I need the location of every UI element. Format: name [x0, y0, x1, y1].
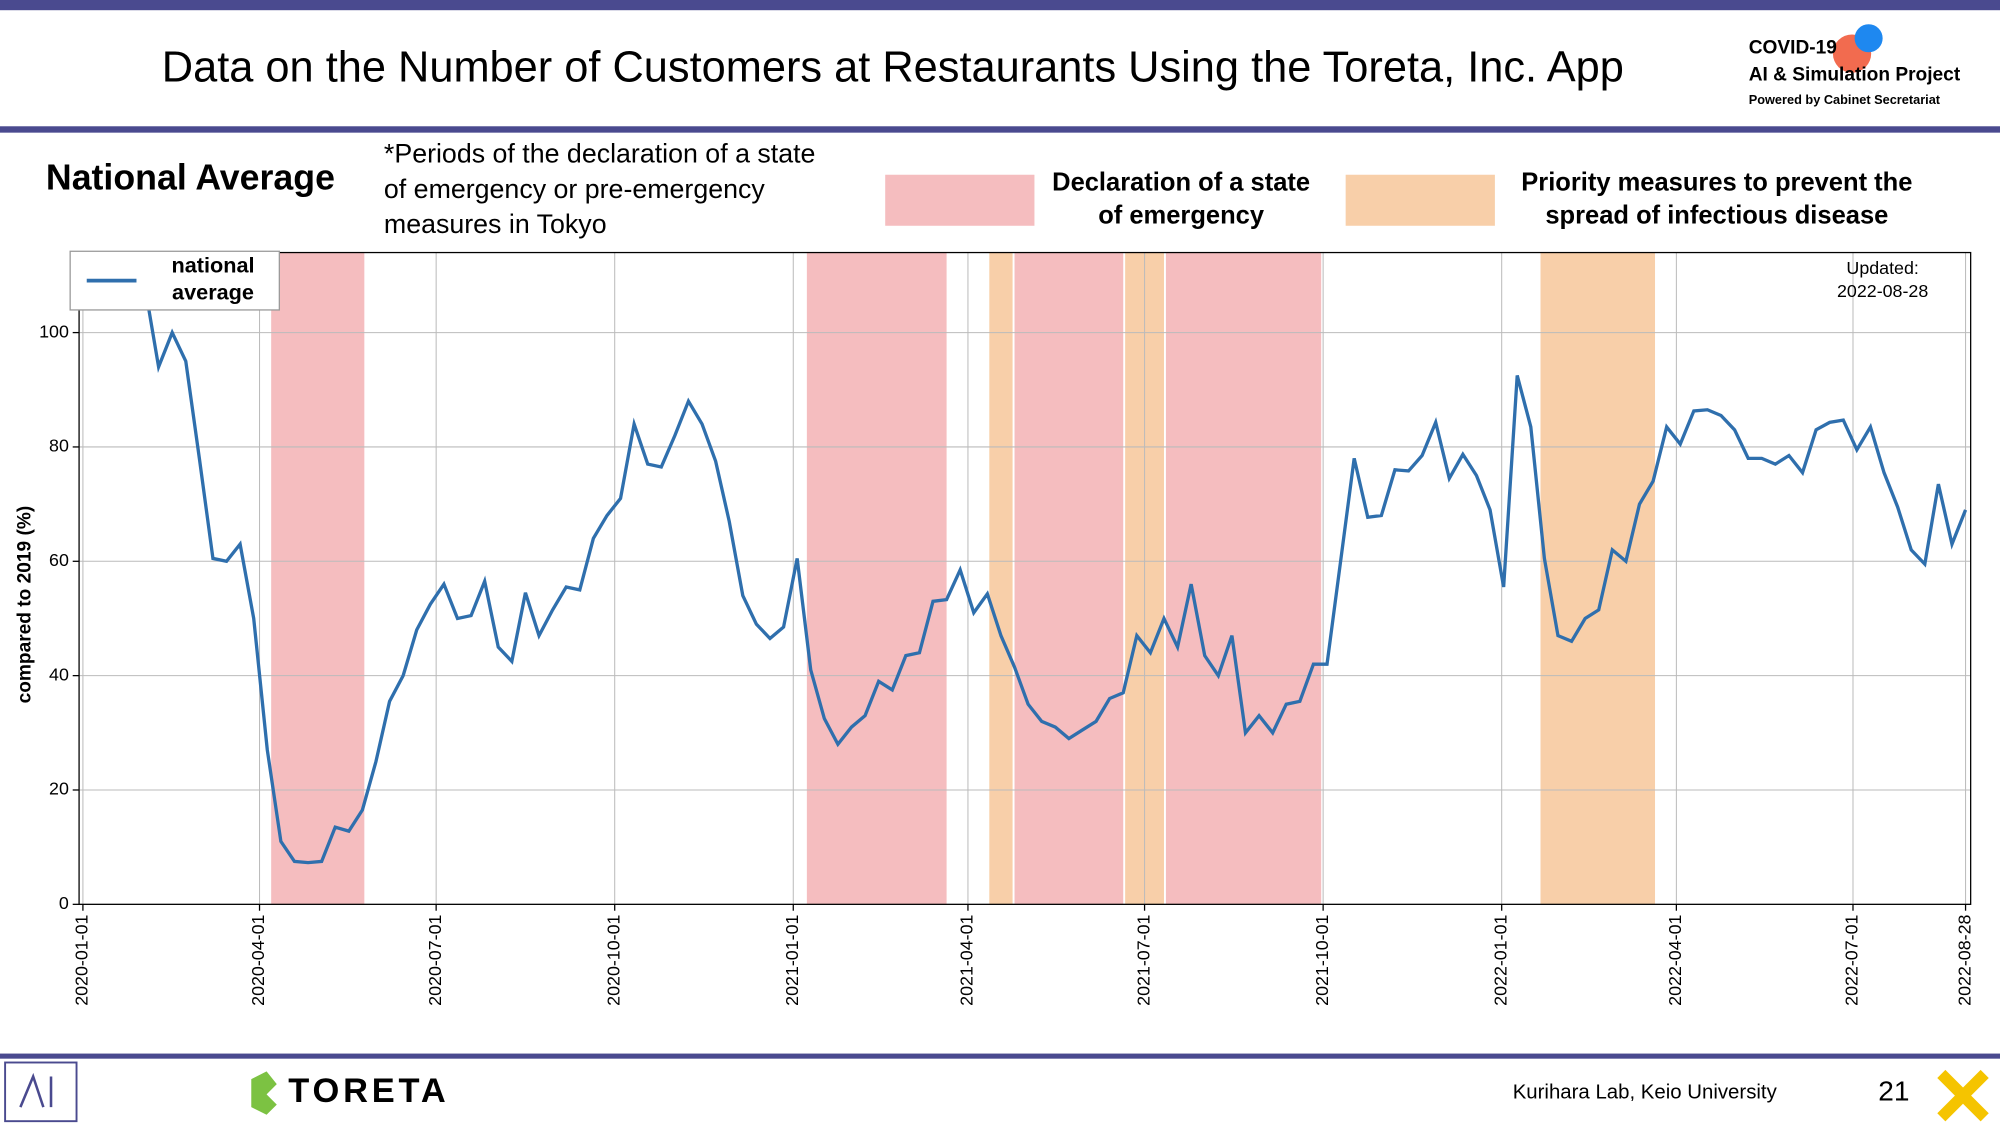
toreta-icon: [251, 1071, 277, 1115]
period-band: [271, 252, 365, 905]
x-tick-label: 2022-04-01: [1665, 914, 1685, 1005]
x-tick-label: 2021-07-01: [1133, 914, 1153, 1005]
logo-text: Powered by Cabinet Secretariat: [1749, 92, 1941, 107]
logo-dot: [1854, 24, 1883, 53]
note-line: of emergency or pre-emergency: [384, 174, 765, 204]
updated-note: 2022-08-28: [1837, 281, 1928, 301]
period-label: spread of infectious disease: [1545, 202, 1888, 230]
series-line: [143, 286, 1968, 865]
logo-text: AI & Simulation Project: [1749, 64, 1961, 85]
top-bar: [0, 0, 2000, 11]
updated-note: Updated:: [1846, 258, 1918, 278]
period-band: [1014, 252, 1124, 905]
y-tick-label: 20: [49, 779, 69, 799]
y-tick-label: 80: [49, 436, 69, 456]
period-label: of emergency: [1098, 202, 1265, 230]
header-rule: [0, 126, 2000, 133]
x-tick-label: 2021-04-01: [957, 914, 977, 1005]
x-tick-label: 2021-10-01: [1312, 914, 1332, 1005]
brand: TORETA: [288, 1072, 449, 1110]
chart-title: National Average: [46, 157, 335, 197]
lab-logo: [4, 1061, 78, 1123]
note-line: *Periods of the declaration of a state: [384, 139, 816, 169]
period-band: [1165, 252, 1322, 905]
x-tick-label: 2020-10-01: [603, 914, 623, 1005]
note-line: measures in Tokyo: [384, 209, 607, 239]
x-tick-label: 2020-01-01: [72, 914, 92, 1005]
plot: 0 20 40 60 80 100 2020-01-01 2020-04-01 2020-07-…: [15, 250, 1974, 1006]
plot-frame: [78, 251, 1972, 905]
slide-title: Data on the Number of Customers at Resta…: [162, 44, 1624, 92]
x-tick-label: 2020-04-01: [248, 914, 268, 1005]
y-axis-label: compared to 2019 (%): [15, 506, 36, 704]
lab-logo-mark: [19, 1072, 53, 1108]
x-tick-label: 2021-01-01: [782, 914, 802, 1005]
period-swatch: [885, 174, 1035, 226]
y-tick-label: 100: [39, 321, 69, 341]
period-swatch: [1345, 174, 1495, 226]
period-band: [989, 252, 1013, 905]
x-tick-label: 2022-07-01: [1842, 914, 1862, 1005]
legend-label: national average: [171, 252, 254, 304]
period-label: Priority measures to prevent the: [1521, 168, 1912, 196]
x-tick-label: 2022-08-28: [1954, 914, 1974, 1005]
y-tick-label: 40: [49, 664, 69, 684]
period-band: [806, 252, 947, 905]
page-number: 21: [1878, 1076, 1909, 1107]
y-tick-label: 60: [49, 550, 69, 570]
y-tick-label: 0: [59, 893, 69, 913]
x-tick-label: 2020-07-01: [425, 914, 445, 1005]
footer-rule: [0, 1053, 2000, 1059]
lab-name: Kurihara Lab, Keio University: [1513, 1082, 1778, 1104]
note: *Periods of the declaration of a state of…: [384, 139, 1912, 239]
x-tick-label: 2022-01-01: [1490, 914, 1510, 1005]
period-band: [1540, 252, 1656, 905]
corner-mark: [1937, 1069, 1989, 1122]
period-label: Declaration of a state: [1052, 168, 1310, 196]
logo-text: COVID-19: [1749, 38, 1837, 59]
